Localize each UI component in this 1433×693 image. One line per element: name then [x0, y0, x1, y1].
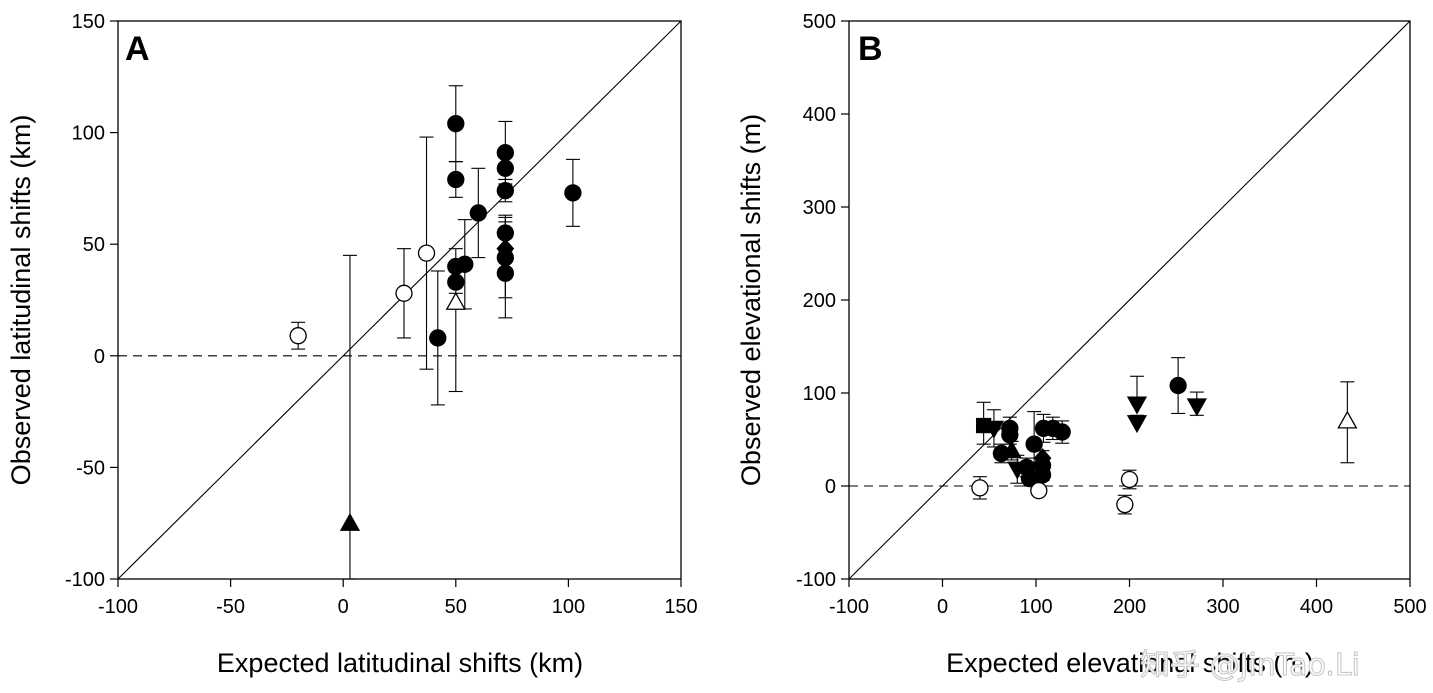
panel-b-x-tick-label: 0 [937, 596, 948, 618]
panel-b-y-tick-label: 300 [803, 197, 836, 219]
panel-a-x-tick-label: -100 [98, 596, 138, 618]
panel-a-x-tick-label: -50 [216, 596, 245, 618]
panel-b-y-tick-label: 500 [803, 11, 836, 33]
panel-b-point-filled-triangle-down [1126, 396, 1148, 415]
panel-b-point-filled-circle [1053, 423, 1071, 441]
panel-a-point-filled-circle [447, 273, 465, 291]
panel-b-x-tick-label: 300 [1206, 596, 1239, 618]
panel-b-x-tick-label: 100 [1019, 596, 1052, 618]
panel-b-y-tick-label: -100 [796, 569, 836, 591]
panel-b-x-tick-label: 500 [1393, 596, 1426, 618]
panel-b-point-open-circle [971, 479, 989, 497]
panel-b-y-tick-label: 100 [803, 383, 836, 405]
panel-a-point-filled-circle [564, 184, 582, 202]
panel-a-data-layer: -100 -50 0 50 100 150 -100 -50 0 50 100 150 [65, 11, 698, 618]
panel-b-point-filled-circle [1169, 376, 1187, 395]
panel-a-point-filled-circle [447, 115, 465, 133]
panel-a-point-filled-circle [496, 159, 514, 177]
panel-a-point-filled-circle [496, 224, 514, 242]
panel-a-point-filled-circle [496, 144, 514, 162]
panel-b-x-tick-label: 400 [1300, 596, 1333, 618]
panel-a-point-filled-circle [429, 329, 447, 347]
panel-b-point-filled-circle [1033, 466, 1052, 484]
panel-a-y-axis-title: Observed latitudinal shifts (km) [6, 115, 36, 486]
panel-b-point-filled-triangle-down [983, 420, 1005, 439]
panel-a-y-tick-label: -100 [65, 569, 105, 591]
panel-b: -100 0 100 200 300 400 500 -100 0 100 200 300 400 500… [736, 11, 1427, 678]
panel-a-plot-area [117, 20, 682, 580]
panel-a-point-filled-circle [447, 170, 465, 189]
panel-b-point-filled-circle [1001, 426, 1019, 444]
panel-a-x-axis-title: Expected latitudinal shifts (km) [217, 648, 583, 678]
panel-b-point-filled-triangle-down [1126, 415, 1148, 434]
panel-a-x-tick-label: 0 [338, 596, 349, 618]
panel-a-y-tick-label: 0 [94, 346, 105, 368]
panel-a-point-open-circle [395, 284, 413, 302]
panel-a-point-open-circle [289, 327, 307, 345]
panel-b-letter: B [858, 30, 883, 68]
watermark-text: 知乎 @JinTao.Li [1140, 648, 1360, 683]
panel-a-point-filled-triangle-up [339, 512, 361, 531]
panel-a-x-tick-label: 100 [552, 596, 585, 618]
panel-b-data-layer: -100 0 100 200 300 400 500 -100 0 100 200 300 400 500 [796, 11, 1427, 618]
panel-a: -100 -50 0 50 100 150 -100 -50 0 50 100 150 A Expec… [6, 11, 698, 678]
panel-b-point-open-circle [1120, 470, 1139, 489]
panel-b-y-axis-title: Observed elevational shifts (m) [736, 114, 766, 486]
panel-b-x-axis-title: Expected elevational shifts (m) [946, 648, 1314, 678]
panel-b-y-tick-label: 200 [803, 290, 836, 312]
panel-b-point-open-triangle-up [1337, 410, 1358, 429]
panel-b-point-open-circle [1116, 495, 1134, 514]
panel-a-y-tick-label: 150 [72, 11, 105, 33]
panel-a-point-filled-circle [496, 248, 514, 267]
panel-b-point-open-circle [1030, 481, 1048, 500]
panel-b-x-tick-label: 200 [1113, 596, 1146, 618]
panel-b-point-filled-triangle-down [1186, 398, 1207, 417]
panel-a-letter: A [125, 30, 150, 68]
panel-a-y-tick-label: 100 [72, 123, 105, 145]
panel-a-point-filled-circle [456, 255, 474, 273]
panel-a-point-filled-circle [496, 264, 514, 282]
panel-a-point-open-circle [417, 244, 436, 262]
panel-b-y-tick-label: 400 [803, 104, 836, 126]
panel-b-x-tick-label: -100 [829, 596, 869, 618]
panel-b-y-tick-label: 0 [825, 476, 836, 498]
panel-a-x-tick-label: 50 [445, 596, 467, 618]
panel-a-point-filled-circle [469, 204, 487, 222]
panel-a-x-tick-label: 150 [664, 596, 697, 618]
panel-b-point-filled-triangle-up [1001, 440, 1022, 459]
panel-a-point-open-triangle-up [445, 291, 466, 310]
panel-a-point-filled-circle [496, 181, 514, 200]
panel-a-y-tick-label: -50 [76, 457, 105, 479]
panel-a-y-tick-label: 50 [83, 234, 105, 256]
panel-b-point-filled-circle [1025, 435, 1043, 453]
